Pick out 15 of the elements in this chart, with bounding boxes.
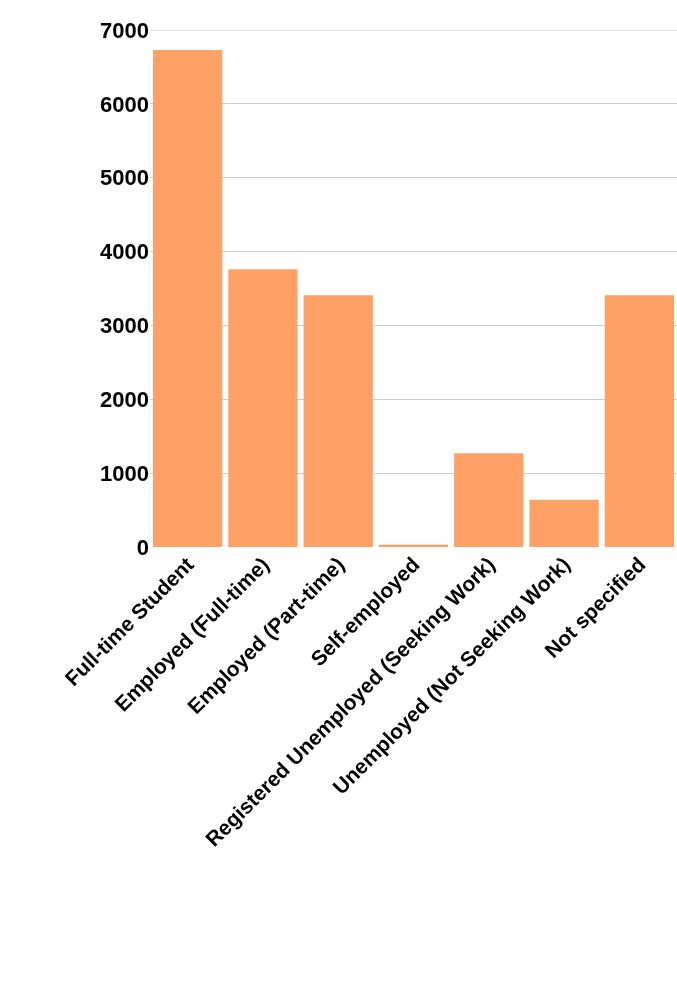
- bar: [529, 499, 599, 547]
- y-tick-label: 1000: [100, 460, 149, 486]
- y-tick-label: 2000: [100, 386, 149, 412]
- y-tick-label: 6000: [100, 91, 149, 117]
- bar: [303, 295, 373, 547]
- bar: [604, 295, 674, 547]
- y-tick-label: 0: [136, 534, 149, 560]
- y-tick-label: 3000: [100, 313, 149, 339]
- bar: [454, 453, 524, 547]
- bar: [153, 49, 223, 547]
- y-tick-label: 4000: [100, 239, 149, 265]
- y-tick-label: 5000: [100, 165, 149, 191]
- bar: [378, 544, 449, 547]
- y-tick-label: 7000: [100, 17, 149, 43]
- bar: [228, 269, 298, 547]
